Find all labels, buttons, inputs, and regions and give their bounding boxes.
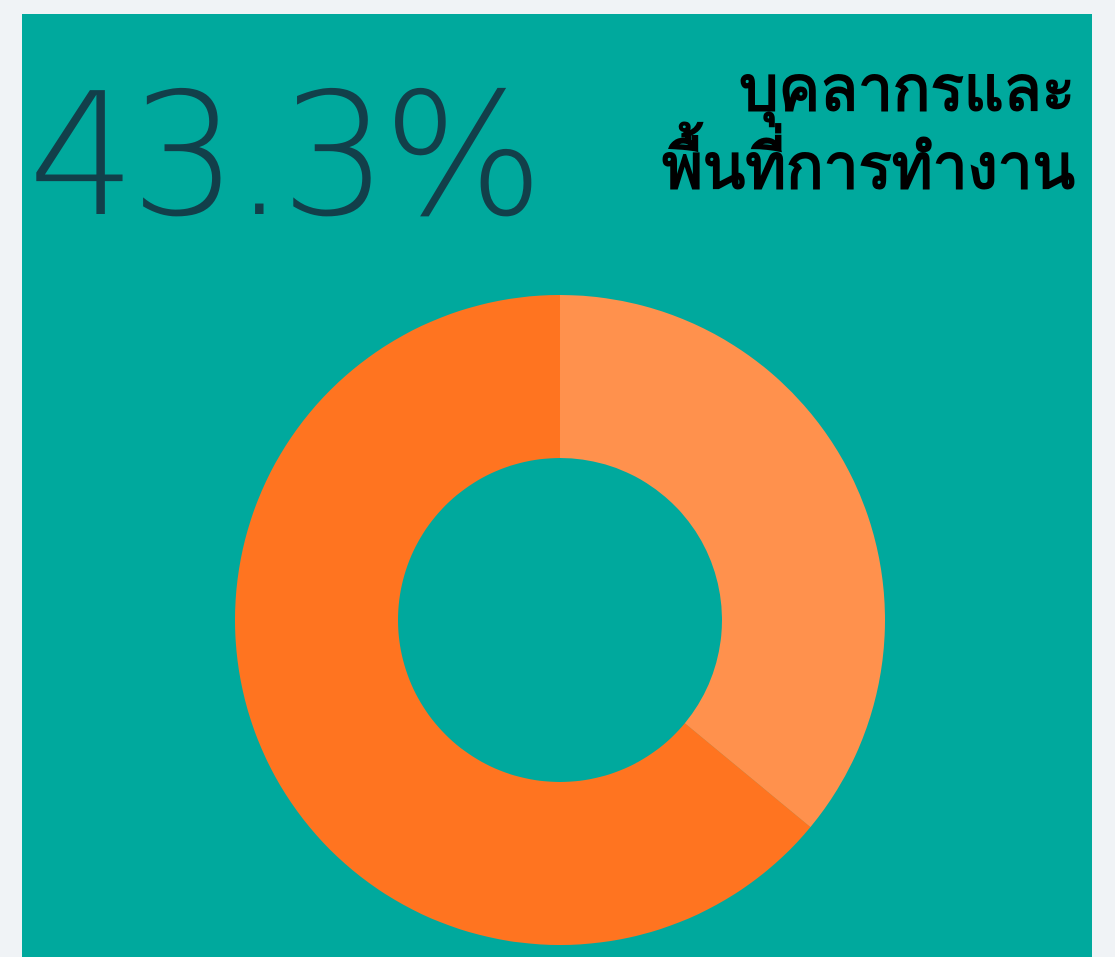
headline: 43.3% — [28, 57, 538, 255]
donut-slice — [560, 295, 885, 828]
chart-title: บุคลากรและ — [739, 52, 1075, 127]
chart-title: พื้นที่การทำงาน — [662, 121, 1075, 203]
donut-slice — [234, 294, 811, 945]
